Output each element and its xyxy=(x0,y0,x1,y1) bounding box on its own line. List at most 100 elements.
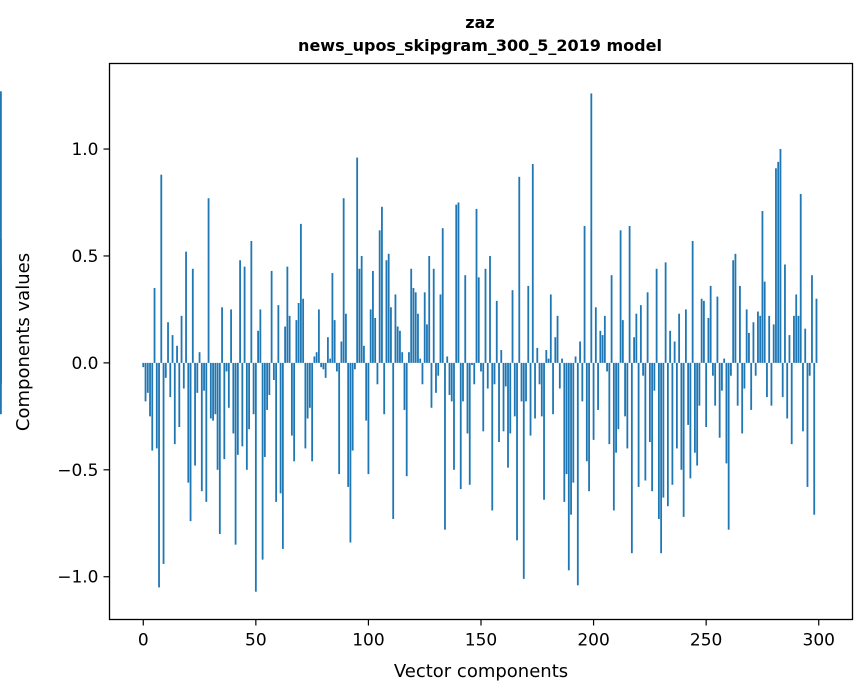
bar xyxy=(257,330,260,363)
bar xyxy=(450,362,453,402)
bar xyxy=(799,193,802,363)
bar xyxy=(552,362,554,415)
bar xyxy=(702,300,705,363)
bar xyxy=(768,315,771,363)
bar xyxy=(594,307,597,363)
bar xyxy=(169,362,172,398)
bar xyxy=(637,362,640,487)
bar xyxy=(741,362,744,434)
bar xyxy=(178,362,181,428)
bar xyxy=(793,315,795,363)
bar xyxy=(207,198,210,363)
bar xyxy=(772,324,775,363)
bar xyxy=(241,362,244,447)
bar xyxy=(232,362,235,434)
bar xyxy=(581,362,584,402)
bar xyxy=(770,362,773,406)
bar xyxy=(579,341,581,363)
bar xyxy=(700,298,703,363)
bar xyxy=(657,362,660,519)
bar xyxy=(0,91,2,363)
bar xyxy=(477,277,480,363)
bar xyxy=(385,260,388,363)
y-tick-label: 0.5 xyxy=(71,247,98,267)
x-tick-label: 50 xyxy=(245,631,267,651)
bar xyxy=(815,298,818,363)
bar xyxy=(633,337,636,363)
bar xyxy=(673,341,676,363)
bar xyxy=(651,362,654,492)
bar xyxy=(441,228,444,363)
bar xyxy=(446,356,449,363)
bar xyxy=(507,362,509,468)
bar xyxy=(624,362,626,417)
bar xyxy=(259,309,262,363)
bar xyxy=(797,315,800,363)
bar xyxy=(281,362,284,549)
bar xyxy=(603,315,606,363)
bar xyxy=(144,362,147,402)
bar xyxy=(302,298,305,363)
bar xyxy=(459,362,462,490)
bar xyxy=(565,362,568,475)
bar xyxy=(583,226,586,363)
bar xyxy=(342,198,345,363)
bar xyxy=(295,320,298,363)
bar xyxy=(705,362,708,428)
bar xyxy=(795,294,798,363)
bar xyxy=(612,362,615,511)
bar xyxy=(239,260,241,363)
bar xyxy=(189,362,192,522)
bar xyxy=(482,362,485,432)
bar xyxy=(606,362,608,372)
bar xyxy=(308,362,311,408)
bar xyxy=(563,362,566,502)
bar xyxy=(203,362,205,391)
bar xyxy=(547,358,550,363)
bar xyxy=(401,352,404,363)
bar xyxy=(279,362,282,494)
bar xyxy=(664,262,667,363)
bar xyxy=(475,208,478,363)
bar xyxy=(777,161,780,363)
y-tick-label: 1.0 xyxy=(71,140,98,160)
bar xyxy=(358,268,361,363)
bar xyxy=(360,255,363,363)
bar xyxy=(306,362,309,419)
bar xyxy=(538,362,541,385)
bar xyxy=(221,307,223,363)
bar xyxy=(277,305,280,363)
bar xyxy=(666,362,669,507)
bar xyxy=(286,266,289,363)
bar xyxy=(162,362,165,564)
bar xyxy=(185,251,187,363)
bar xyxy=(691,240,694,363)
bar xyxy=(680,362,683,470)
bar xyxy=(444,362,446,530)
bar xyxy=(540,362,543,417)
bar xyxy=(369,309,372,363)
bar xyxy=(284,326,287,363)
bar xyxy=(345,313,347,363)
bar xyxy=(245,362,248,470)
bar xyxy=(570,362,572,515)
bar xyxy=(689,362,692,479)
bar xyxy=(754,362,757,376)
bar xyxy=(471,362,473,366)
bar xyxy=(806,362,809,487)
bar xyxy=(786,362,789,419)
bar xyxy=(417,313,419,363)
bar xyxy=(297,303,300,363)
bar xyxy=(254,362,257,592)
bar xyxy=(410,268,413,363)
bar xyxy=(383,362,386,415)
bar xyxy=(468,362,471,485)
bar xyxy=(790,362,793,445)
bar xyxy=(567,362,570,571)
bar xyxy=(736,362,739,406)
bar xyxy=(739,285,741,363)
x-axis: 0 50 100 150 200 250 300 xyxy=(138,619,835,651)
bar xyxy=(437,362,440,376)
bar xyxy=(435,362,437,393)
